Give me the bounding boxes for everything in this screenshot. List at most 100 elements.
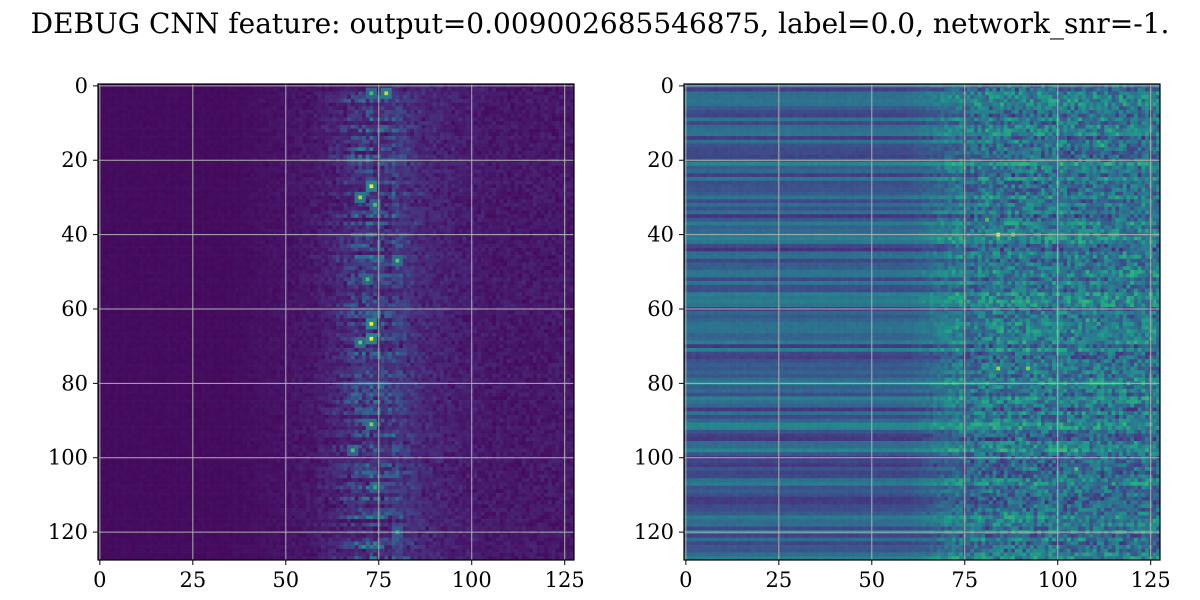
heatmap-cell [287,225,292,230]
heatmap-cell [436,217,441,222]
heatmap-cell [451,199,456,204]
heatmap-cell [350,139,355,144]
heatmap-cell [280,117,285,122]
heatmap-cell [317,132,322,137]
heatmap-cell [120,221,125,226]
heatmap-cell [425,210,430,215]
heatmap-cell [109,206,114,211]
heatmap-cell [231,147,236,152]
heatmap-cell [112,110,117,115]
heatmap-cell [402,128,407,133]
heatmap-cell [484,102,489,107]
heatmap-cell [194,188,199,193]
heatmap-cell [295,106,300,111]
heatmap-cell [205,188,210,193]
heatmap-cell [380,199,385,204]
heatmap-cell [179,87,184,92]
heatmap-cell [477,98,482,103]
heatmap-cell [544,154,549,159]
heatmap-cell [202,191,207,196]
heatmap-cell [246,203,251,208]
heatmap-cell [466,162,471,167]
heatmap-cell [313,154,318,159]
heatmap-cell [570,102,575,107]
heatmap-cell [555,150,560,155]
heatmap-cell [105,106,110,111]
heatmap-cell [421,91,426,96]
heatmap-cell [168,206,173,211]
heatmap-cell [198,188,203,193]
heatmap-cell [120,106,125,111]
heatmap-cell [547,217,552,222]
heatmap-cell [246,221,251,226]
heatmap-cell [481,95,486,100]
heatmap-cell [224,98,229,103]
heatmap-cell [507,102,512,107]
heatmap-cell [521,91,526,96]
heatmap-cell [466,206,471,211]
heatmap-cell [521,206,526,211]
heatmap-cell [473,113,478,118]
heatmap-cell [410,121,415,126]
heatmap-cell [547,147,552,152]
heatmap-cell [243,128,248,133]
heatmap-cell [365,217,370,222]
heatmap-cell [458,110,463,115]
heatmap-cell [187,91,192,96]
heatmap-cell [150,91,155,96]
heatmap-cell [127,150,132,155]
heatmap-cell [495,147,500,152]
heatmap-cell [183,188,188,193]
heatmap-cell [217,143,222,148]
heatmap-cell [313,102,318,107]
heatmap-cell [507,180,512,185]
heatmap-cell [280,206,285,211]
heatmap-cell [243,199,248,204]
heatmap-cell [492,180,497,185]
heatmap-cell [436,143,441,148]
heatmap-cell [566,102,571,107]
heatmap-cell [101,169,106,174]
heatmap-cell [131,199,136,204]
heatmap-cell [529,217,534,222]
heatmap-cell [187,195,192,200]
heatmap-cell [510,191,515,196]
heatmap-cell [347,221,352,226]
heatmap-cell [388,206,393,211]
heatmap-cell [369,162,374,167]
heatmap-cell [555,132,560,137]
heatmap-cell [321,180,326,185]
heatmap-cell [525,191,530,196]
heatmap-cell [369,199,374,204]
heatmap-cell [391,173,396,178]
heatmap-cell [157,147,162,152]
heatmap-cell [298,176,303,181]
heatmap-cell [176,154,181,159]
heatmap-cell [373,188,378,193]
heatmap-cell [499,203,504,208]
heatmap-cell [495,95,500,100]
heatmap-cell [120,199,125,204]
heatmap-cell [406,165,411,170]
heatmap-cell [295,214,300,219]
heatmap-cell [451,206,456,211]
heatmap-cell [462,143,467,148]
heatmap-cell [384,184,389,189]
heatmap-cell [369,221,374,226]
heatmap-cell [336,113,341,118]
heatmap-cell [194,143,199,148]
heatmap-cell [551,195,556,200]
heatmap-cell [306,147,311,152]
heatmap-cell [544,203,549,208]
heatmap-cell [198,139,203,144]
heatmap-cell [380,214,385,219]
heatmap-cell [302,221,307,226]
heatmap-cell [395,102,400,107]
heatmap-cell [295,188,300,193]
heatmap-cell [213,91,218,96]
heatmap-cell [428,173,433,178]
heatmap-cell [432,110,437,115]
heatmap-cell [354,117,359,122]
heatmap-cell [254,188,259,193]
heatmap-cell [507,214,512,219]
